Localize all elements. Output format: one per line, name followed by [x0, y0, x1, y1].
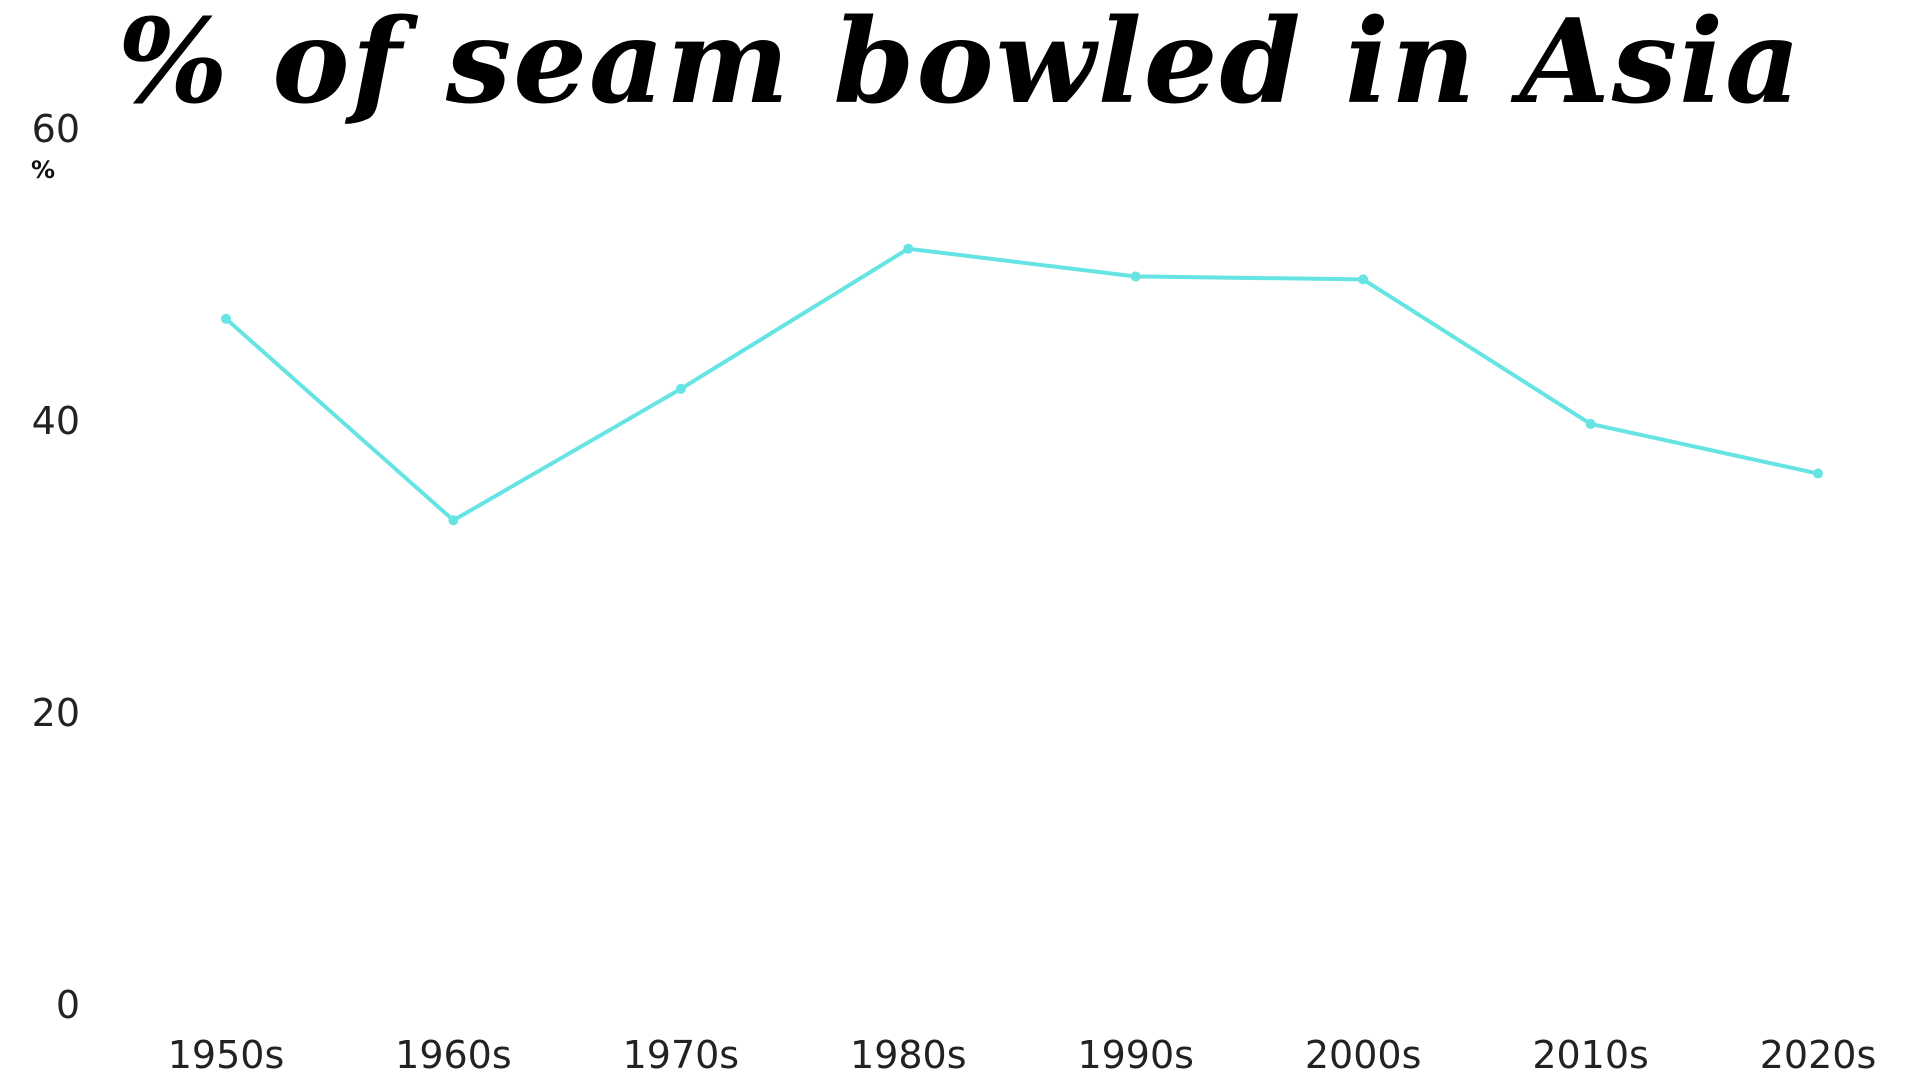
data-point: [1813, 468, 1823, 479]
chart-title: % of seam bowled in Asia: [118, 0, 1803, 130]
x-tick-label: 1980s: [850, 1033, 967, 1077]
x-tick-label: 1960s: [395, 1033, 512, 1077]
x-axis-ticks: 1950s 1960s 1970s 1980s 1990s 2000s 2010s 2020s: [168, 1033, 1877, 1077]
series-line: [224, 246, 1820, 523]
x-tick-label: 2020s: [1760, 1033, 1877, 1077]
x-tick-label: 1950s: [168, 1033, 285, 1077]
x-tick-label: 1990s: [1077, 1033, 1194, 1077]
y-tick-label: 0: [56, 983, 80, 1027]
x-tick-label: 1970s: [623, 1033, 740, 1077]
data-point: [1585, 418, 1596, 429]
data-point: [448, 515, 459, 526]
y-axis-ticks: 0 20 40 60: [32, 107, 80, 1027]
data-point: [1130, 271, 1141, 282]
data-point: [903, 243, 914, 254]
data-point: [675, 383, 686, 394]
x-tick-label: 2010s: [1532, 1033, 1649, 1077]
series-layer: [221, 243, 1823, 526]
data-point: [1358, 274, 1369, 285]
y-tick-label: 20: [32, 691, 80, 735]
y-tick-label: 60: [32, 107, 80, 151]
y-tick-label: 40: [32, 399, 80, 443]
x-tick-label: 2000s: [1305, 1033, 1422, 1077]
y-axis-unit-label: %: [31, 156, 55, 184]
data-point: [221, 313, 231, 324]
